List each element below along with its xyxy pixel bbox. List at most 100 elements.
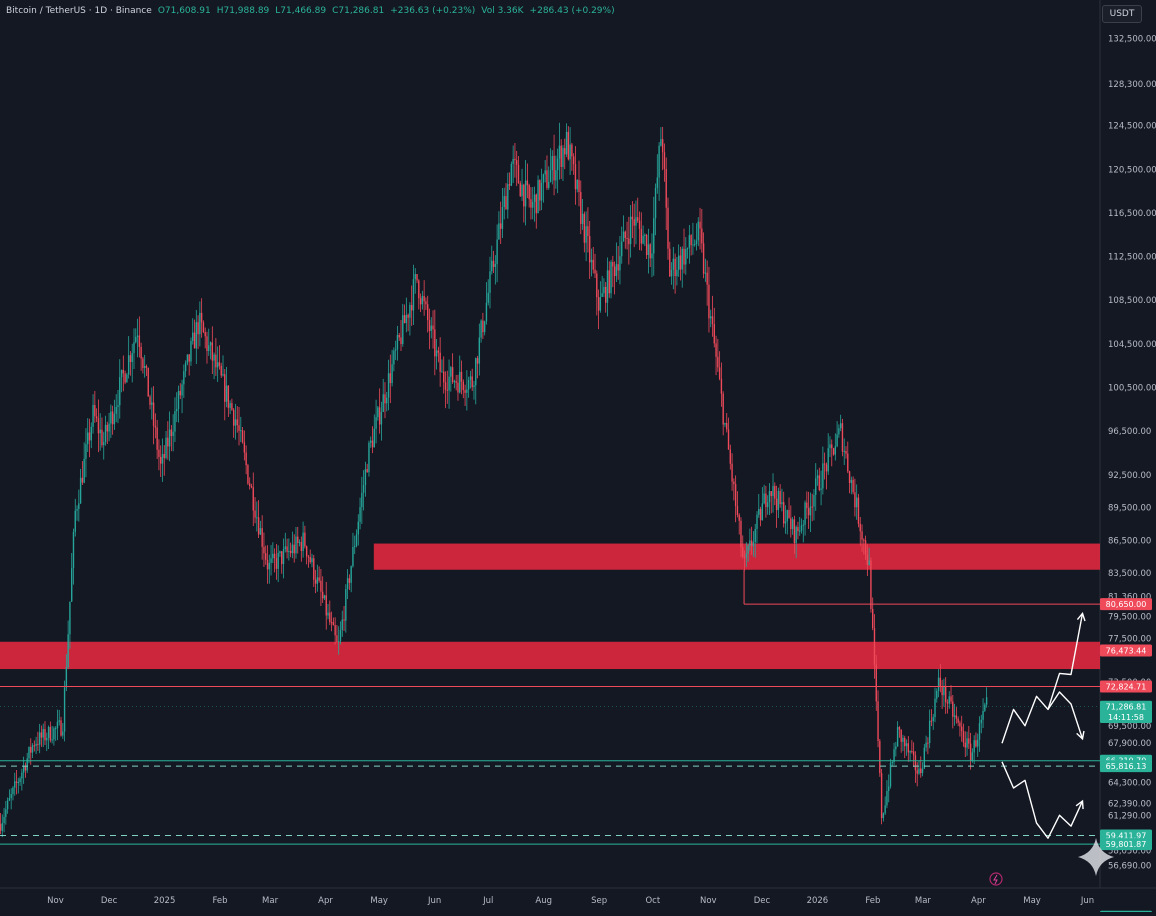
candle-body xyxy=(560,145,562,167)
candle-body xyxy=(815,478,817,495)
candle-body xyxy=(772,485,774,497)
candle-body xyxy=(875,664,877,702)
candle-body xyxy=(758,508,760,515)
candle-body xyxy=(884,805,886,814)
candle-body xyxy=(444,382,447,390)
x-tick-label: Sep xyxy=(591,896,607,906)
price-label-text: 71,286.81 xyxy=(1106,703,1147,712)
currency-unit-button[interactable]: USDT xyxy=(1102,5,1142,23)
candle-body xyxy=(822,463,824,489)
candle-body xyxy=(462,381,464,391)
price-label-badge xyxy=(1100,598,1152,611)
candle-body xyxy=(898,727,901,730)
candle-body xyxy=(87,432,89,445)
candle-body xyxy=(645,234,648,255)
x-tick-label: May xyxy=(1023,896,1041,906)
candle-body xyxy=(83,458,85,483)
candle-body xyxy=(507,184,509,210)
candle-body xyxy=(797,527,799,532)
candle-body xyxy=(569,144,571,160)
candle-body xyxy=(19,778,21,783)
candle-body xyxy=(955,715,958,719)
candle-body xyxy=(765,493,767,508)
candle-body xyxy=(131,353,133,363)
high-value: H71,988.89 xyxy=(216,6,270,16)
candle-body xyxy=(179,390,181,396)
candle-body xyxy=(964,742,966,748)
y-tick-label: 83,500.00 xyxy=(1108,569,1151,579)
candle-body xyxy=(823,463,826,465)
candle-body xyxy=(937,677,940,691)
candle-body xyxy=(494,264,497,267)
candle-body xyxy=(961,726,963,732)
candle-body xyxy=(838,428,840,435)
candle-body xyxy=(325,595,327,616)
candle-body xyxy=(359,507,361,522)
candle-body xyxy=(184,362,187,372)
candle-body xyxy=(12,787,14,795)
candle-body xyxy=(517,164,520,184)
candle-body xyxy=(596,273,598,298)
candle-body xyxy=(597,297,600,311)
candle-body xyxy=(311,558,313,563)
candle-body xyxy=(496,239,498,265)
candle-body xyxy=(38,732,41,745)
candle-body xyxy=(103,442,105,446)
candle-body xyxy=(791,519,794,530)
candle-body xyxy=(825,464,828,472)
candle-body xyxy=(425,301,427,305)
candle-body xyxy=(293,544,295,554)
candle-body xyxy=(143,366,146,368)
candle-body xyxy=(619,256,621,271)
candle-body xyxy=(628,238,630,245)
candle-body xyxy=(925,742,927,748)
candle-body xyxy=(213,354,215,361)
low-value: L71,466.89 xyxy=(275,6,327,16)
candle-body xyxy=(731,463,733,482)
candle-body xyxy=(320,580,322,592)
candle-body xyxy=(54,728,57,730)
candle-body xyxy=(122,369,125,374)
candle-body xyxy=(622,231,625,242)
y-tick-label: 67,900.00 xyxy=(1108,739,1151,749)
symbol-title[interactable]: Bitcoin / TetherUS · 1D · Binance xyxy=(6,6,152,16)
candle-body xyxy=(982,710,984,720)
candle-body xyxy=(866,554,869,565)
candle-body xyxy=(816,475,819,479)
volume-value: Vol 3.36K xyxy=(481,6,524,16)
candle-body xyxy=(211,342,214,361)
candle-body xyxy=(434,329,436,357)
candle-body xyxy=(231,403,233,410)
candle-body xyxy=(113,413,116,425)
candle-body xyxy=(605,286,607,303)
candle-body xyxy=(537,180,539,214)
y-tick-label: 64,300.00 xyxy=(1108,779,1151,789)
candle-body xyxy=(848,471,851,483)
candle-body xyxy=(339,630,342,642)
candle-body xyxy=(727,429,730,450)
candle-body xyxy=(928,720,931,743)
candle-body xyxy=(414,274,416,280)
candle-body xyxy=(985,697,988,705)
candle-body xyxy=(556,158,559,171)
candle-body xyxy=(270,558,272,563)
candle-body xyxy=(524,180,527,207)
candle-body xyxy=(592,259,594,270)
x-tick-label: Dec xyxy=(101,896,118,906)
candle-body xyxy=(313,558,315,580)
candle-body xyxy=(329,612,331,623)
candle-body xyxy=(904,737,906,747)
candle-body xyxy=(259,528,262,535)
candle-body xyxy=(104,424,107,443)
candle-body xyxy=(491,260,493,272)
candle-body xyxy=(423,296,425,302)
candle-body xyxy=(261,528,263,547)
candle-body xyxy=(914,755,917,771)
candle-body xyxy=(701,228,703,244)
candle-body xyxy=(371,440,374,448)
candle-body xyxy=(202,322,205,333)
candle-body xyxy=(841,423,844,452)
candle-body xyxy=(533,194,536,202)
